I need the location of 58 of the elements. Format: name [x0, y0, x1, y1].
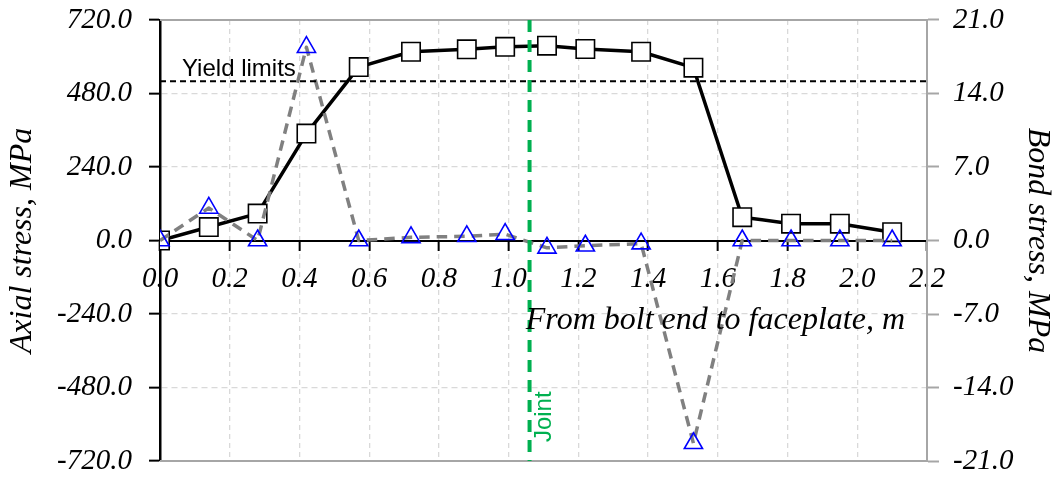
y2-tick-label: -7.0	[953, 295, 1000, 328]
point	[456, 225, 477, 243]
y2-tick-label: 21.0	[953, 1, 1005, 34]
y-tick-label: 720.0	[66, 1, 133, 34]
x-axis-title: From bolt end to faceplate, m	[524, 299, 905, 336]
ref-line-label: Yield limits	[182, 54, 296, 82]
point	[683, 57, 704, 78]
point	[348, 229, 369, 247]
point	[631, 41, 652, 62]
x-tick-label: 1.2	[560, 260, 597, 293]
y-tick-label: -240.0	[57, 295, 133, 328]
y2-tick-label: -14.0	[953, 369, 1014, 402]
y2-tick-label: -21.0	[953, 442, 1014, 475]
y2-tick-label: 14.0	[953, 75, 1005, 108]
point	[829, 229, 850, 247]
ref-line-label: Joint	[529, 391, 557, 443]
point	[781, 229, 801, 247]
point	[631, 232, 652, 250]
point	[575, 234, 596, 252]
x-tick-label: 0.2	[211, 260, 248, 293]
point	[401, 41, 422, 62]
point	[198, 217, 219, 238]
point	[732, 229, 753, 247]
point	[348, 57, 369, 78]
x-tick-label: 0.6	[351, 260, 388, 293]
y-tick-label: 480.0	[66, 75, 133, 108]
x-tick-label: 0.4	[281, 260, 318, 293]
y2-axis-title: Bond stress, MPa	[1022, 127, 1059, 354]
point	[456, 39, 477, 60]
x-tick-label: 1.4	[629, 260, 667, 293]
point	[683, 431, 704, 450]
y-axis-title: Axial stress, MPa	[1, 127, 38, 356]
point	[296, 35, 317, 54]
point	[781, 213, 802, 234]
point	[732, 207, 753, 228]
y2-tick-label: 7.0	[953, 148, 990, 181]
point	[401, 226, 421, 244]
point	[495, 222, 516, 241]
x-tick-label: 2.0	[839, 260, 876, 293]
point	[247, 229, 268, 247]
y2-tick-label: 0.0	[953, 222, 990, 255]
point	[495, 36, 516, 57]
y-tick-label: -480.0	[57, 369, 133, 402]
x-tick-label: 1.0	[490, 260, 528, 293]
point	[575, 39, 596, 59]
y-tick-label: -720.0	[57, 442, 133, 475]
point	[198, 196, 219, 214]
point	[247, 203, 268, 224]
x-tick-label: 2.2	[908, 260, 946, 293]
y-tick-label: 0.0	[95, 222, 133, 255]
point	[537, 236, 557, 254]
point	[536, 35, 557, 56]
y-tick-label: 240.0	[66, 148, 133, 181]
point	[882, 229, 903, 247]
x-tick-label: 1.8	[769, 260, 807, 293]
point	[296, 123, 317, 144]
x-tick-label: 0.8	[420, 260, 458, 293]
point	[829, 213, 850, 234]
